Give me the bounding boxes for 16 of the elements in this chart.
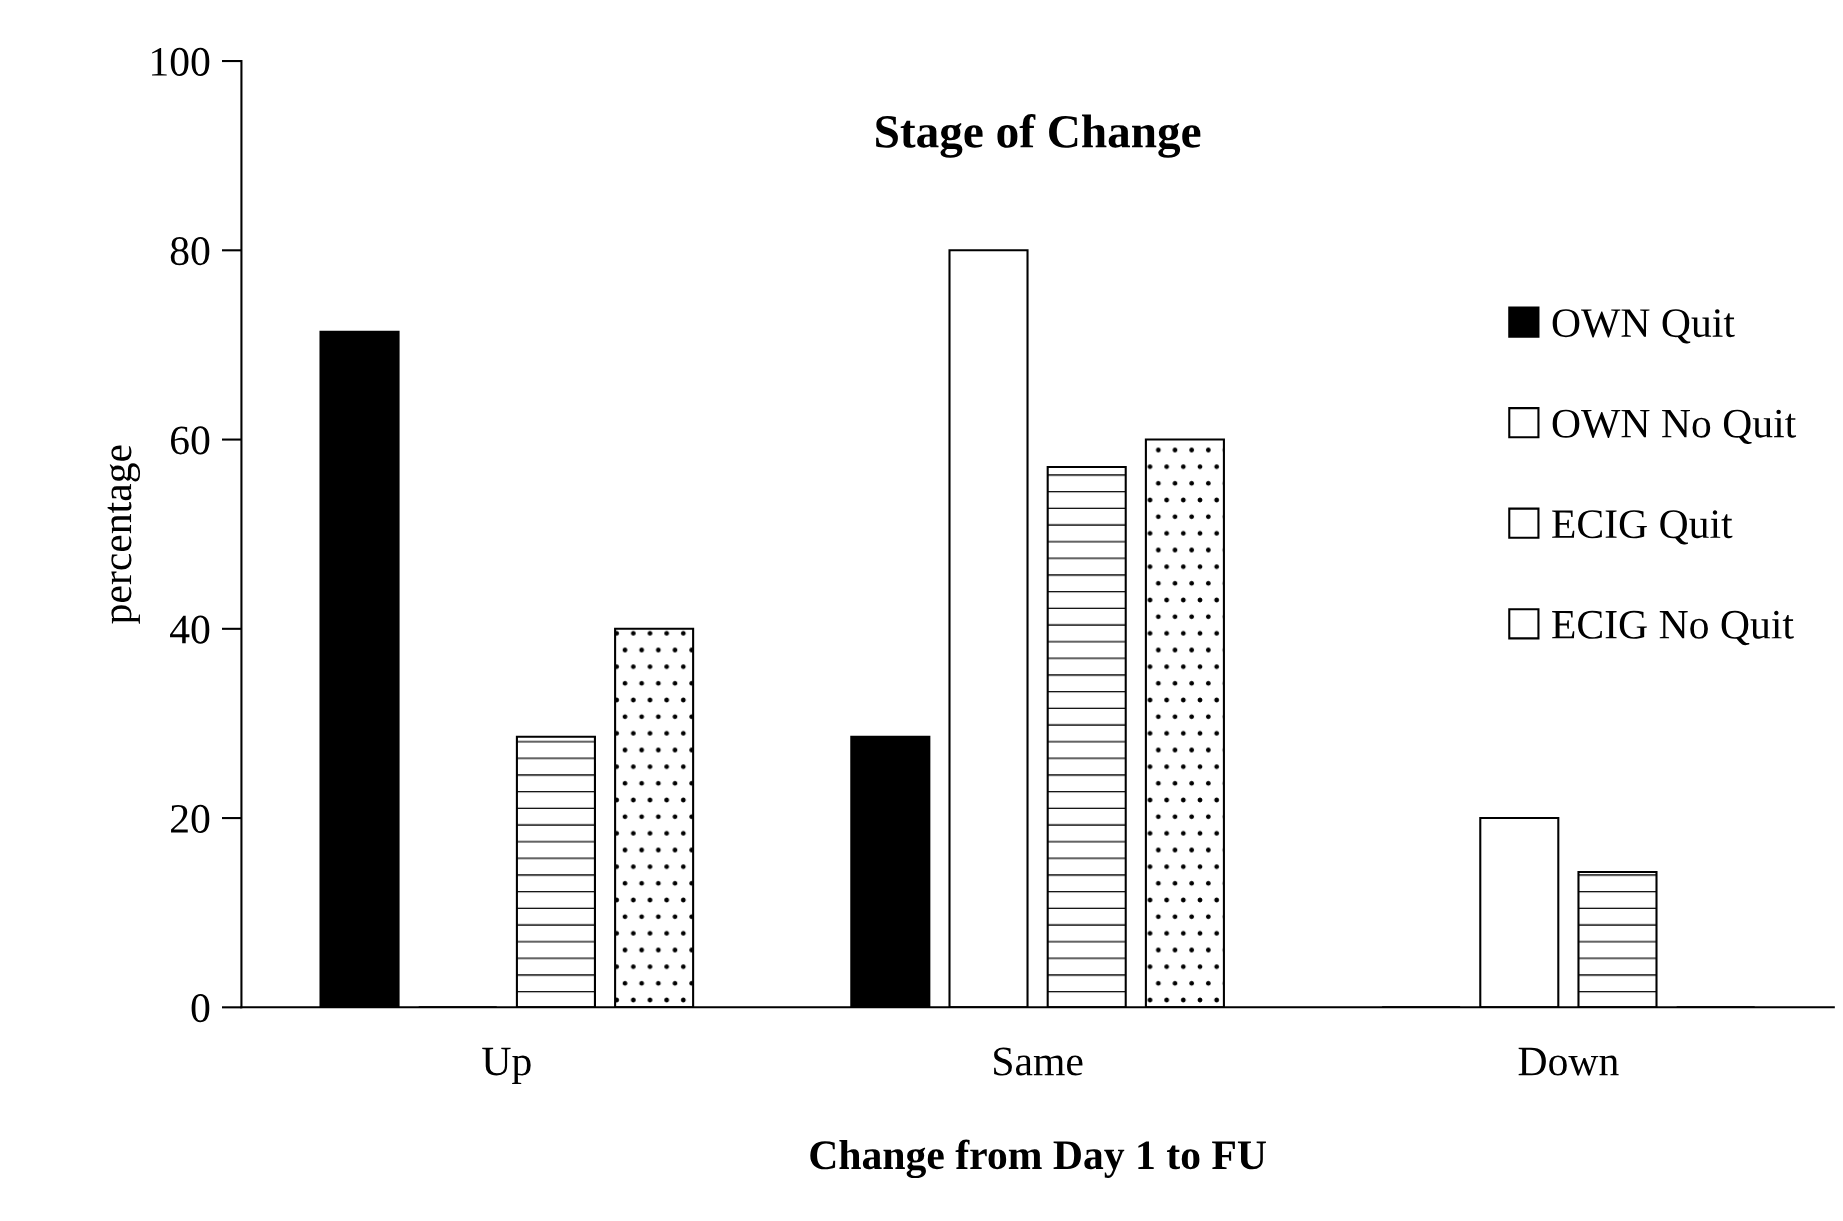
- legend-label: OWN Quit: [1552, 309, 1735, 344]
- legend-label: OWN No Quit: [1552, 409, 1797, 445]
- y-tick-label: 60: [171, 426, 210, 455]
- y-tick-label: 100: [152, 47, 210, 76]
- text: Stage of Change: [876, 114, 1201, 158]
- legend-label: ECIG Quit: [1552, 510, 1733, 545]
- y-axis-title: percentage: [107, 445, 141, 624]
- x-tick-label: Down: [1518, 1047, 1619, 1076]
- x-tick-label: Up: [482, 1047, 531, 1084]
- y-tick-label: 20: [171, 804, 210, 833]
- y-tick-label: 0: [191, 994, 210, 1023]
- x-tick-label: Same: [994, 1047, 1083, 1076]
- legend-label: ECIG No Quit: [1552, 610, 1794, 646]
- x-axis-title: Change from Day 1 to FU: [810, 1139, 1266, 1179]
- y-tick-label: 80: [170, 237, 210, 266]
- y-tick-label: 40: [170, 615, 210, 644]
